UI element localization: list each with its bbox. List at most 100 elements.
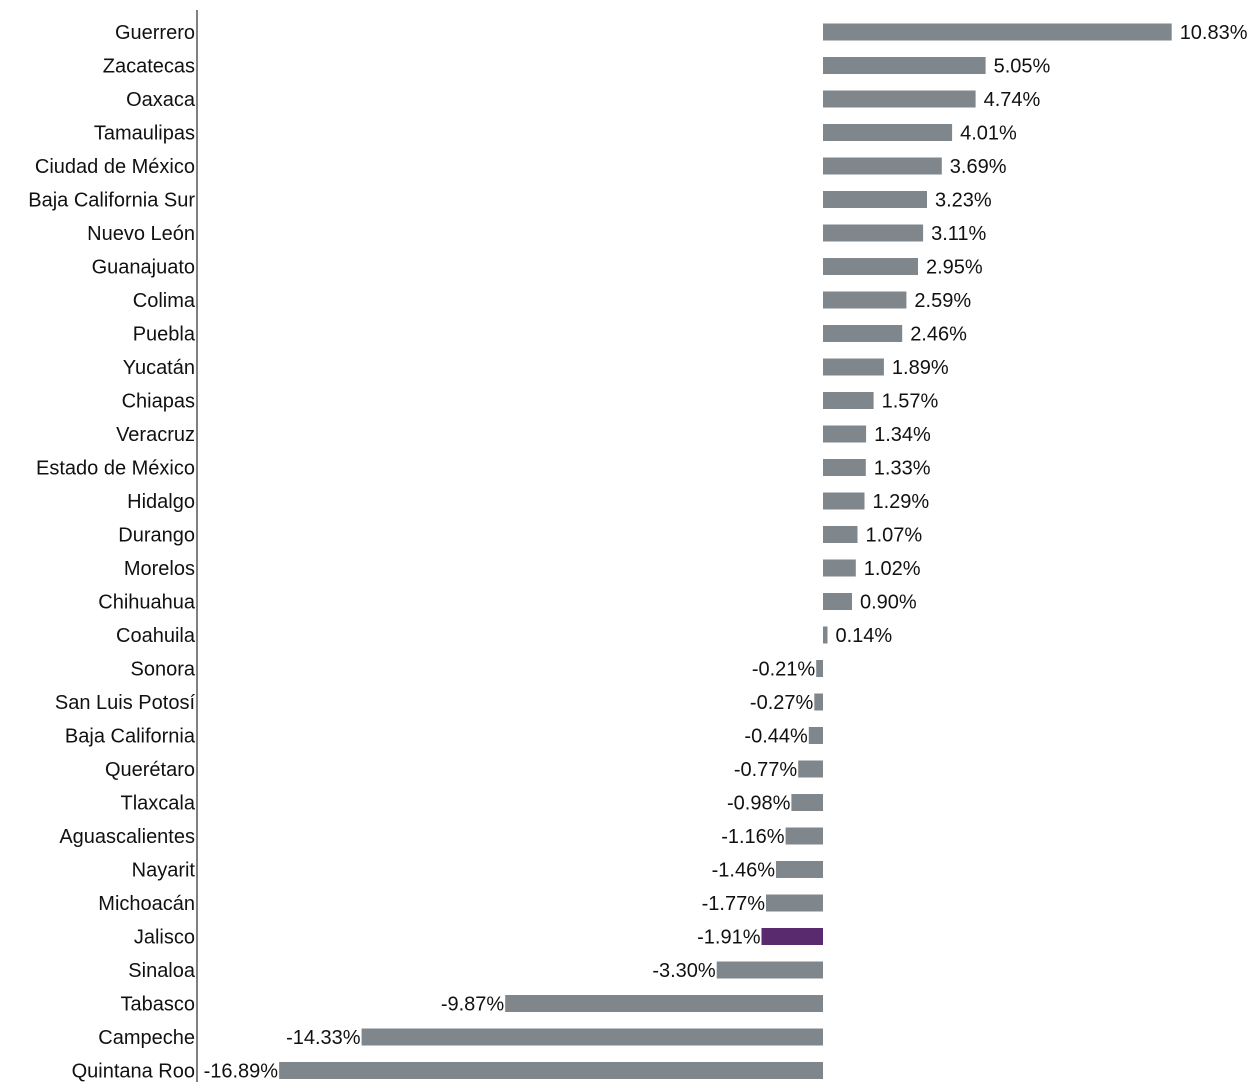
data-label: 2.59% bbox=[914, 290, 971, 312]
category-label: Querétaro bbox=[105, 759, 195, 781]
data-label: 1.57% bbox=[882, 391, 939, 413]
bar bbox=[776, 861, 823, 878]
data-label: -0.21% bbox=[752, 659, 816, 681]
data-label: -1.77% bbox=[702, 893, 766, 915]
bar bbox=[798, 760, 823, 778]
data-label: -3.30% bbox=[652, 960, 716, 982]
data-label: 4.74% bbox=[984, 89, 1041, 111]
bar bbox=[823, 57, 986, 74]
bar bbox=[816, 660, 823, 677]
category-label: Hidalgo bbox=[127, 491, 195, 513]
bars-layer bbox=[279, 23, 1172, 1079]
data-label: -0.77% bbox=[734, 759, 798, 781]
category-label: Yucatán bbox=[123, 357, 195, 379]
category-labels-layer: Guerrero Zacatecas Oaxaca Tamaulipas Ciudad … bbox=[28, 22, 196, 1083]
value-labels-layer: 10.83% 5.05% 4.74% 4.01% 3.69% 3.23% 3.11% 2.95… bbox=[204, 22, 1248, 1083]
category-label: Baja California Sur bbox=[28, 190, 195, 212]
data-label: 3.11% bbox=[931, 223, 986, 245]
bar bbox=[823, 157, 942, 175]
category-label: Campeche bbox=[98, 1027, 195, 1049]
category-label: Chihuahua bbox=[98, 592, 196, 614]
category-label: Ciudad de México bbox=[35, 156, 195, 178]
data-label: -14.33% bbox=[286, 1027, 361, 1049]
data-label: 1.29% bbox=[873, 491, 930, 513]
bar bbox=[823, 224, 924, 242]
category-label: Colima bbox=[133, 290, 196, 312]
category-label: Sinaloa bbox=[128, 960, 196, 982]
bar bbox=[823, 559, 856, 577]
bar bbox=[791, 794, 823, 811]
category-label: San Luis Potosí bbox=[55, 692, 196, 714]
category-label: Morelos bbox=[124, 558, 195, 580]
bar bbox=[361, 1028, 823, 1046]
bar bbox=[808, 727, 823, 744]
data-label: 0.90% bbox=[860, 592, 917, 614]
category-label: Coahuila bbox=[116, 625, 196, 647]
bar bbox=[766, 894, 823, 912]
category-label: Durango bbox=[118, 525, 195, 547]
data-label: 3.69% bbox=[950, 156, 1007, 178]
category-label: Guanajuato bbox=[92, 257, 195, 279]
data-label: 1.33% bbox=[874, 458, 931, 480]
bar bbox=[823, 325, 903, 342]
data-label: 1.07% bbox=[866, 525, 923, 547]
bar bbox=[823, 90, 976, 108]
category-label: Oaxaca bbox=[126, 89, 196, 111]
data-label: 2.95% bbox=[926, 257, 983, 279]
category-label: Aguascalientes bbox=[59, 826, 195, 848]
bar bbox=[823, 425, 867, 443]
bar bbox=[823, 23, 1172, 41]
category-label: Zacatecas bbox=[103, 56, 195, 78]
category-label: Estado de México bbox=[36, 458, 195, 480]
category-label: Jalisco bbox=[134, 927, 195, 949]
bar bbox=[823, 191, 927, 208]
bar bbox=[823, 291, 907, 309]
bar bbox=[823, 626, 828, 644]
bar bbox=[823, 459, 866, 476]
bar bbox=[505, 995, 823, 1012]
data-label: 2.46% bbox=[910, 324, 967, 346]
data-label: 1.02% bbox=[864, 558, 921, 580]
category-label: Sonora bbox=[131, 659, 196, 681]
category-label: Baja California bbox=[65, 726, 196, 748]
bar bbox=[785, 827, 823, 845]
category-label: Tabasco bbox=[121, 994, 196, 1016]
data-label: -0.98% bbox=[727, 793, 791, 815]
bar bbox=[823, 492, 865, 510]
data-label: 1.89% bbox=[892, 357, 949, 379]
bar bbox=[823, 392, 874, 409]
data-label: -16.89% bbox=[204, 1061, 279, 1083]
category-label: Tamaulipas bbox=[94, 123, 195, 145]
bar bbox=[279, 1062, 824, 1079]
data-label: 1.34% bbox=[874, 424, 931, 446]
data-label: 5.05% bbox=[994, 56, 1051, 78]
data-label: -0.44% bbox=[744, 726, 808, 748]
category-label: Nuevo León bbox=[87, 223, 195, 245]
bar bbox=[823, 124, 953, 141]
category-label: Tlaxcala bbox=[121, 793, 196, 815]
data-label: -1.46% bbox=[712, 860, 776, 882]
bar bbox=[823, 258, 918, 275]
category-label: Guerrero bbox=[115, 22, 195, 44]
bar bbox=[823, 358, 884, 376]
category-label: Puebla bbox=[133, 324, 196, 346]
bar bbox=[823, 526, 858, 543]
data-label: 10.83% bbox=[1180, 22, 1248, 44]
category-label: Nayarit bbox=[132, 860, 196, 882]
bar bbox=[814, 693, 823, 711]
data-label: 3.23% bbox=[935, 190, 992, 212]
category-label: Michoacán bbox=[98, 893, 195, 915]
category-label: Quintana Roo bbox=[72, 1061, 195, 1083]
data-label: -1.16% bbox=[721, 826, 785, 848]
bar bbox=[716, 961, 823, 979]
data-label: -0.27% bbox=[750, 692, 814, 714]
data-label: -1.91% bbox=[697, 927, 761, 949]
bar bbox=[823, 593, 852, 610]
data-label: 4.01% bbox=[960, 123, 1017, 145]
data-label: -9.87% bbox=[441, 994, 505, 1016]
bar bbox=[761, 928, 823, 945]
category-label: Chiapas bbox=[122, 391, 195, 413]
data-label: 0.14% bbox=[836, 625, 893, 647]
